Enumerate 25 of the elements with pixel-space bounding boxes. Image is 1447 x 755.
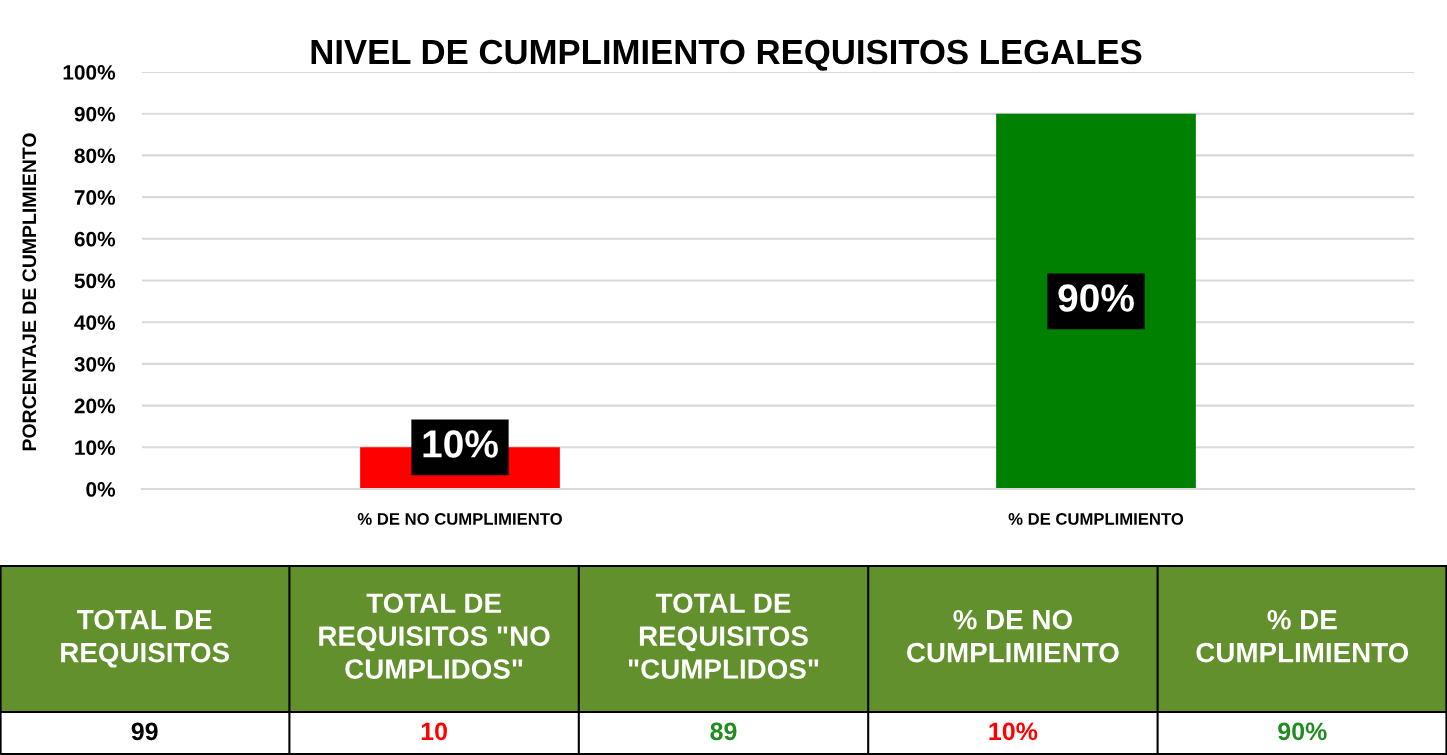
data-label: 90% [1278,722,1327,741]
y-axis-title: PORCENTAJE DE CUMPLIMIENTO [22,133,37,451]
y-tick-label: 100% [63,65,116,80]
y-tick-label: 70% [74,190,116,205]
y-tick-label: 80% [74,148,116,164]
data-label: 10 [421,722,447,741]
category-label: % DE NO CUMPLIMIENTO [907,609,1119,663]
y-tick-label: 20% [74,398,116,414]
category-label: TOTAL DE REQUISITOS "NO CUMPLIDOS" [319,593,550,679]
category-label: % DE CUMPLIMIENTO [1196,609,1409,663]
y-tick-label: 0% [86,482,116,497]
data-label: 10% [423,430,498,458]
data-label: 99 [131,722,158,741]
data-label: 89 [710,722,737,741]
chart-title: NIVEL DE CUMPLIMIENTO REQUISITOS LEGALES [311,39,1142,71]
y-tick-label: 30% [74,356,116,372]
y-tick-label: 50% [74,273,116,289]
y-tick-label: 40% [74,315,116,330]
category-label: TOTAL DE REQUISITOS "CUMPLIDOS" [628,593,819,679]
y-tick-label: 10% [75,440,116,456]
y-tick-label: 90% [74,106,116,122]
category-label: TOTAL DE REQUISITOS [61,609,230,668]
data-label: 90% [1058,284,1134,312]
data-label: 10% [989,722,1038,741]
y-tick-label: 60% [74,231,116,247]
